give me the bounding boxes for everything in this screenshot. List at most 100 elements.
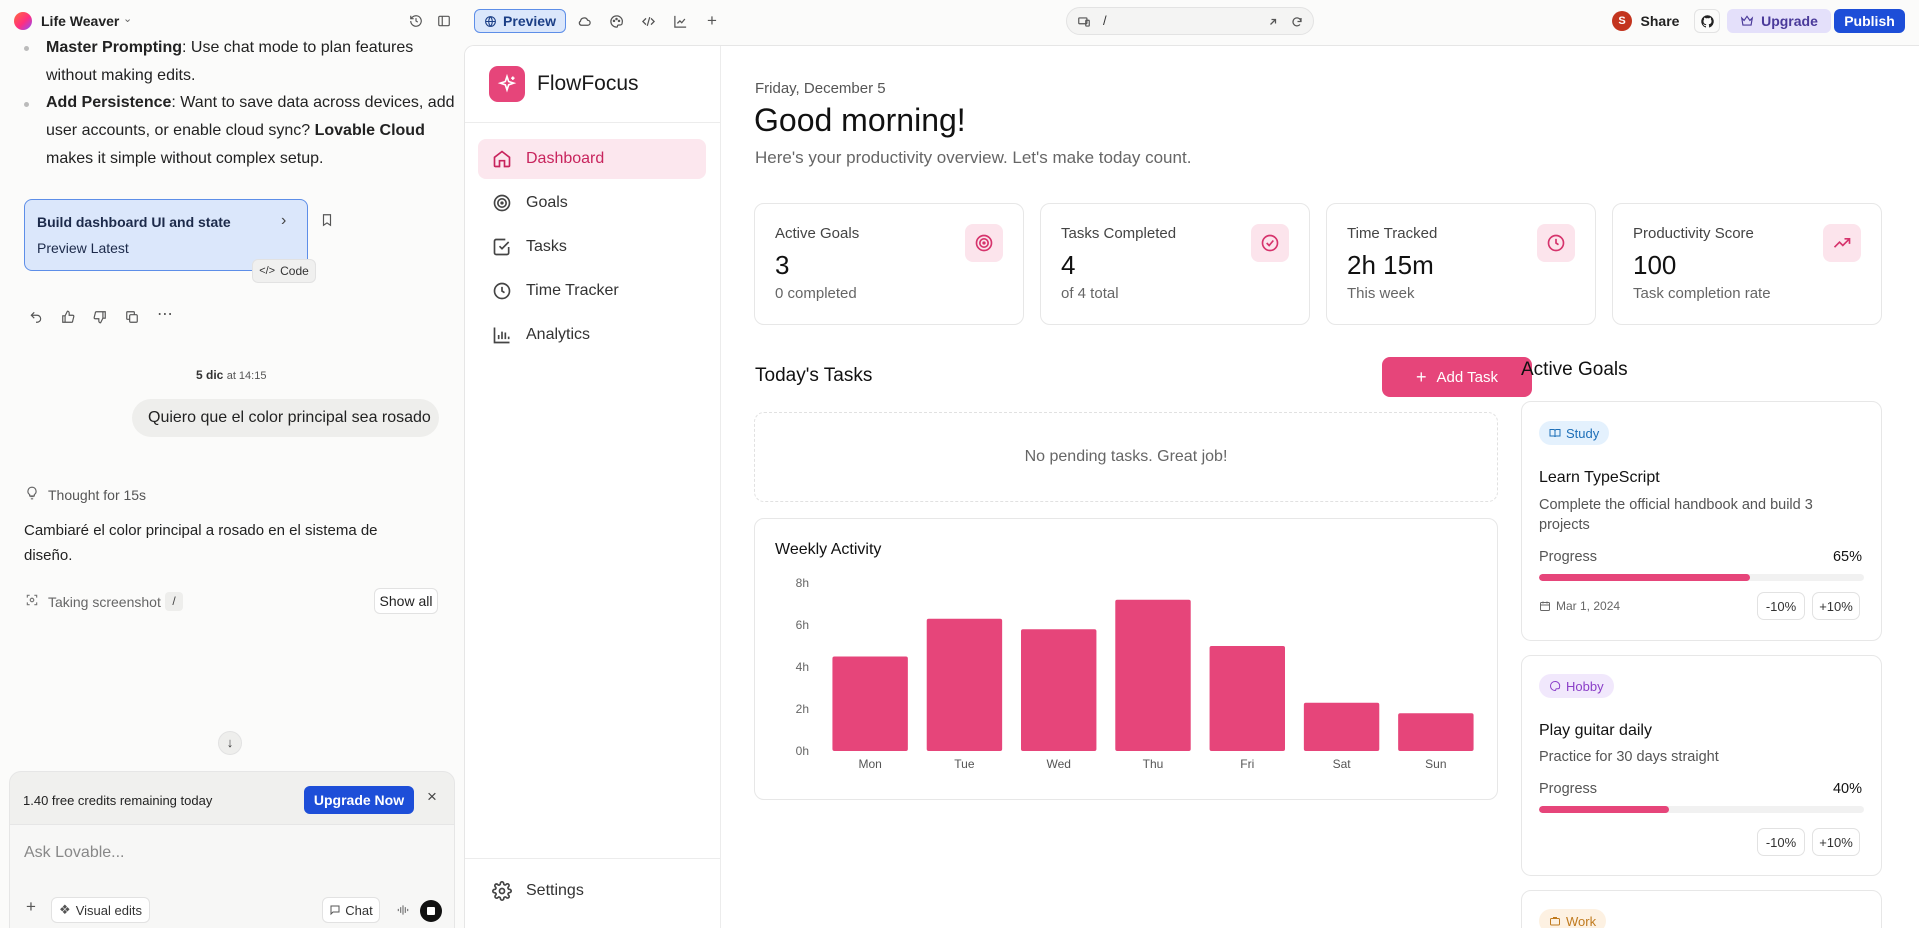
goal-card: Work <box>1521 890 1882 928</box>
stat-value: 3 <box>775 250 790 280</box>
chat-input[interactable]: Ask Lovable... <box>24 844 125 861</box>
upgrade-now-button[interactable]: Upgrade Now <box>304 786 414 814</box>
analytics-icon[interactable] <box>668 9 692 33</box>
clock-icon <box>1537 224 1575 262</box>
device-icon[interactable] <box>1077 15 1091 29</box>
url-bar[interactable]: / <box>1066 7 1314 35</box>
palette-icon[interactable] <box>604 9 628 33</box>
copy-icon[interactable] <box>125 310 139 324</box>
y-tick-label: 2h <box>796 702 809 716</box>
add-task-button[interactable]: + Add Task <box>1382 357 1532 397</box>
visual-edits-button[interactable]: ❖ Visual edits <box>51 897 150 923</box>
more-icon[interactable]: ⋯ <box>157 306 174 323</box>
goal-title: Play guitar daily <box>1539 722 1652 739</box>
stat-label: Productivity Score <box>1633 225 1754 242</box>
chevron-right-icon: › <box>281 212 287 229</box>
github-icon[interactable] <box>1694 9 1720 33</box>
stop-button[interactable] <box>420 900 442 922</box>
add-view-icon[interactable]: + <box>707 11 717 30</box>
bookmark-icon[interactable] <box>320 212 334 228</box>
open-external-icon[interactable] <box>1267 16 1279 28</box>
tip-line2: without making edits. <box>46 67 196 84</box>
chat-mode-button[interactable]: Chat <box>322 897 380 923</box>
goal-tag: Work <box>1539 909 1607 928</box>
refresh-icon[interactable] <box>1291 16 1303 28</box>
assistant-reply-line2: diseño. <box>24 547 73 564</box>
thumbs-down-icon[interactable] <box>93 310 107 324</box>
avatar[interactable]: S <box>1612 11 1632 31</box>
thought-label[interactable]: Thought for 15s <box>48 487 147 503</box>
top-bar: Life Weaver ⌄ Preview + / S Share Upgrad… <box>0 0 1919 42</box>
nav-label: Tasks <box>526 238 567 255</box>
preview-tab[interactable]: Preview <box>474 9 566 33</box>
tasks-heading: Today's Tasks <box>755 365 873 386</box>
publish-button[interactable]: Publish <box>1834 9 1905 33</box>
sidebar-toggle-icon[interactable] <box>432 9 456 33</box>
code-chip[interactable]: </> Code <box>252 259 316 283</box>
nav-settings[interactable]: Settings <box>478 871 706 911</box>
increase-progress-button[interactable]: +10% <box>1812 828 1860 856</box>
tip-rest: : Use chat mode to plan features <box>182 39 414 56</box>
nav-analytics[interactable]: Analytics <box>478 315 706 355</box>
bar-fri <box>1209 646 1285 751</box>
version-sub: Preview Latest <box>37 240 129 256</box>
project-name[interactable]: Life Weaver <box>41 13 120 29</box>
voice-icon[interactable] <box>396 903 410 917</box>
stat-sub: Task completion rate <box>1633 285 1771 302</box>
nav-tasks[interactable]: Tasks <box>478 227 706 267</box>
goal-desc: projects <box>1539 517 1590 533</box>
increase-progress-button[interactable]: +10% <box>1812 592 1860 620</box>
x-tick-label: Mon <box>858 757 881 771</box>
decrease-progress-button[interactable]: -10% <box>1757 828 1805 856</box>
tip-master-prompting: Master Prompting: Use chat mode to plan … <box>46 34 413 62</box>
message-timestamp: 5 dic at 14:15 <box>196 368 266 382</box>
briefcase-icon <box>1550 917 1560 926</box>
book-icon <box>1549 429 1561 438</box>
progress-label: Progress <box>1539 549 1598 565</box>
undo-icon[interactable] <box>29 310 43 324</box>
nav-time-tracker[interactable]: Time Tracker <box>478 271 706 311</box>
close-icon[interactable]: × <box>427 787 437 806</box>
empty-tasks-text: No pending tasks. Great job! <box>1024 448 1228 465</box>
calendar-icon <box>1540 601 1550 611</box>
greeting-heading: Good morning! <box>754 102 966 138</box>
add-task-label: Add Task <box>1436 368 1498 386</box>
history-icon[interactable] <box>404 9 428 33</box>
y-tick-label: 4h <box>796 660 809 674</box>
gear-icon <box>492 881 512 901</box>
stat-label: Active Goals <box>775 225 860 242</box>
progress-fill <box>1539 806 1669 813</box>
y-tick-label: 0h <box>796 744 809 758</box>
nav-goals[interactable]: Goals <box>478 183 706 223</box>
cloud-icon[interactable] <box>572 9 596 33</box>
lovable-logo-icon <box>14 12 32 30</box>
assistant-reply-line1: Cambiaré el color principal a rosado en … <box>24 522 378 539</box>
show-all-button[interactable]: Show all <box>374 588 438 614</box>
version-title: Build dashboard UI and state <box>37 214 231 230</box>
code-icon[interactable] <box>636 9 660 33</box>
tool-arg: / <box>165 592 183 611</box>
goal-tag: Hobby <box>1539 674 1614 698</box>
nav-label: Goals <box>526 194 568 211</box>
bar-wed <box>1021 629 1097 751</box>
attach-icon[interactable]: + <box>26 897 36 916</box>
plus-icon: + <box>1416 366 1427 387</box>
progress-value: 40% <box>1832 781 1862 797</box>
progress-label: Progress <box>1539 781 1598 797</box>
stat-card-productivity-score: Productivity Score 100 Task completion r… <box>1612 203 1882 325</box>
composer-input-area: Ask Lovable... + ❖ Visual edits Chat <box>10 824 454 928</box>
decrease-progress-button[interactable]: -10% <box>1757 592 1805 620</box>
upgrade-button[interactable]: Upgrade <box>1727 9 1831 33</box>
globe-icon <box>485 15 496 27</box>
share-button[interactable]: Share <box>1640 13 1680 29</box>
goal-title: Learn TypeScript <box>1539 469 1660 486</box>
chevron-down-icon[interactable]: ⌄ <box>123 13 133 25</box>
target-icon <box>493 194 511 212</box>
user-message: Quiero que el color principal sea rosado <box>132 399 439 437</box>
nav-dashboard[interactable]: Dashboard <box>478 139 706 179</box>
thumbs-up-icon[interactable] <box>61 310 75 324</box>
y-tick-label: 6h <box>796 618 809 632</box>
tip-bold: Lovable Cloud <box>314 122 425 139</box>
scroll-down-button[interactable]: ↓ <box>218 731 242 755</box>
goal-due-date: Mar 1, 2024 <box>1556 599 1621 613</box>
